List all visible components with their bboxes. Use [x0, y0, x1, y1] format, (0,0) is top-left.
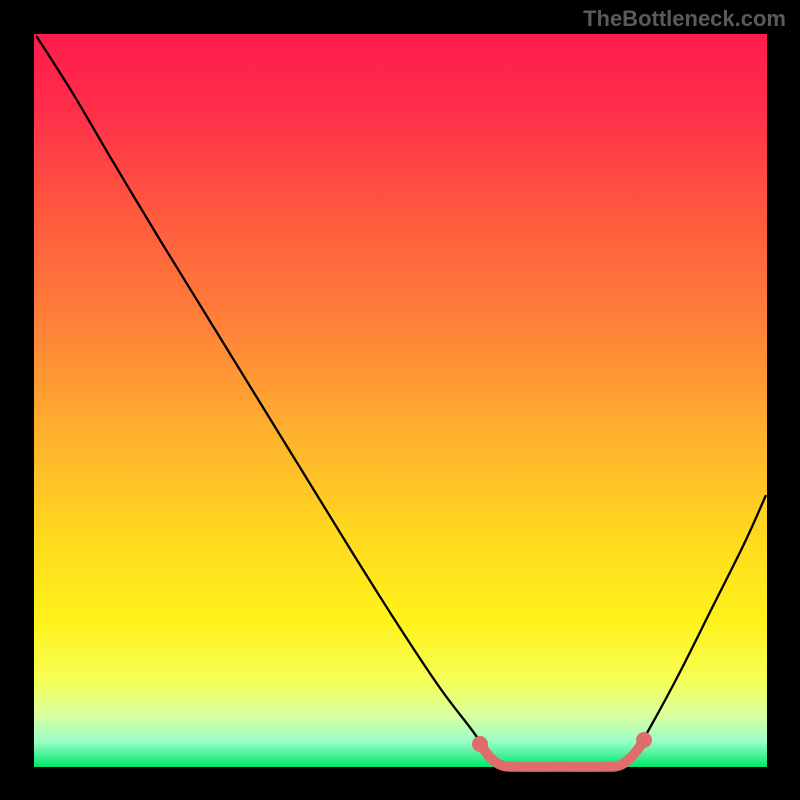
- plot-area: [0, 0, 800, 800]
- chart-container: TheBottleneck.com: [0, 0, 800, 800]
- gradient-background: [34, 34, 767, 767]
- watermark-text: TheBottleneck.com: [583, 6, 786, 32]
- chart-svg: [0, 0, 800, 800]
- trough-start-dot: [472, 736, 488, 752]
- trough-end-dot: [636, 732, 652, 748]
